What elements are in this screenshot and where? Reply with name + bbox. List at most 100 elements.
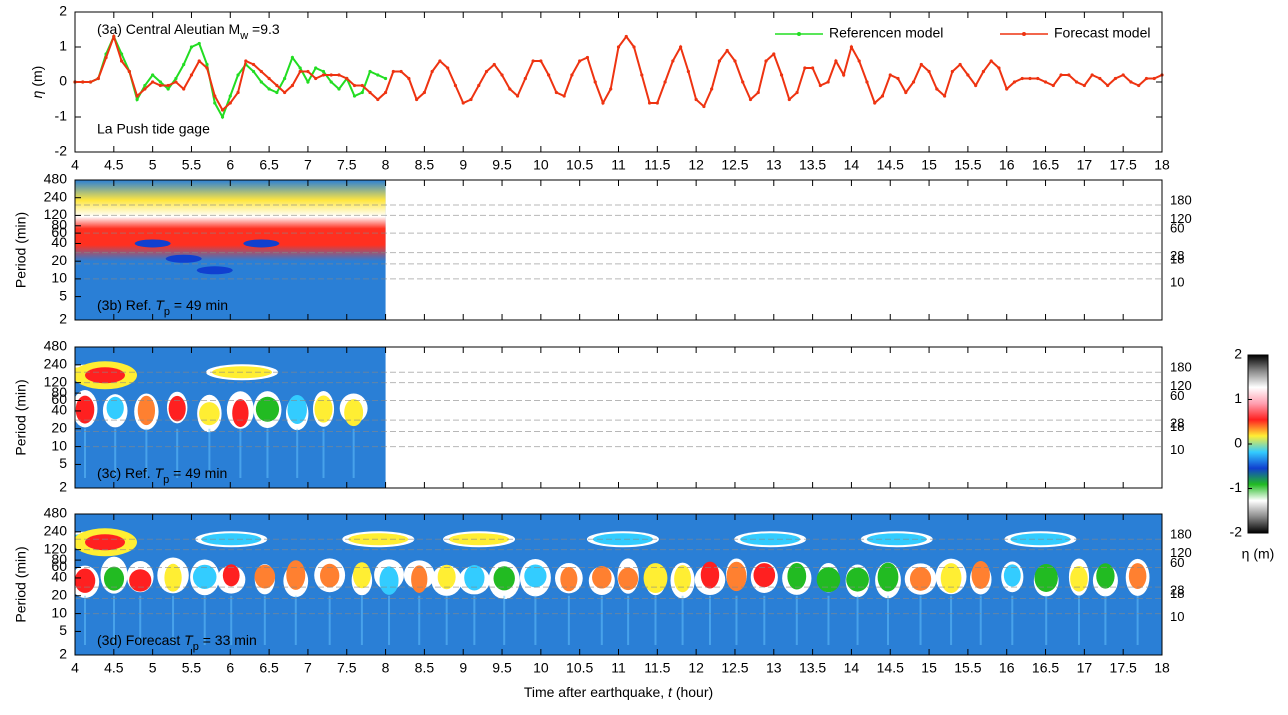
wavelet-blob [164, 563, 182, 592]
wavelet-blob [1096, 563, 1115, 589]
data-point [531, 59, 535, 63]
text-part: p [163, 474, 169, 486]
data-point [469, 97, 473, 102]
y-tick-label: 80 [51, 216, 67, 232]
wavelet-blob [254, 564, 276, 589]
data-point [220, 108, 225, 112]
wavelet-blob [1003, 564, 1021, 587]
wavelet-blob [592, 566, 612, 589]
data-point [570, 73, 574, 77]
wavelet-blob [909, 567, 932, 591]
x-tick-label: 11 [611, 660, 626, 676]
wavelet-blob [222, 564, 240, 587]
x-tick-label: 16 [999, 157, 1015, 173]
y-tick-label: 10 [51, 437, 67, 453]
text-part: = 33 min [199, 632, 257, 648]
y-tick-label: 240 [44, 188, 68, 204]
colorbar-tick-label: -2 [1230, 524, 1243, 540]
y-tick-label: 480 [44, 505, 68, 521]
data-point [733, 59, 737, 63]
data-point [1051, 83, 1055, 88]
text-part: (hour) [672, 684, 713, 700]
wavelet-blob [134, 239, 171, 248]
data-point [197, 41, 201, 46]
data-point [1137, 83, 1141, 88]
text-part: = 49 min [169, 465, 227, 481]
wavelet-blob [106, 396, 124, 420]
x-tick-label: 13.5 [799, 660, 826, 676]
wavelet-blob [196, 266, 233, 275]
data-point [407, 76, 411, 81]
data-point [943, 94, 947, 98]
y-tick-label: 0 [59, 73, 67, 89]
data-point [1036, 76, 1040, 81]
y-tick-label: 240 [44, 523, 68, 539]
x-tick-label: 15 [921, 660, 937, 676]
y-tick-label: 60 [51, 558, 67, 574]
wavelet-blob [816, 567, 841, 593]
data-point [391, 69, 395, 74]
y-tick-label: 20 [51, 419, 67, 435]
x-tick-label: 6 [226, 660, 234, 676]
text-part: η [29, 90, 45, 98]
wavelet-blob [493, 566, 515, 591]
data-point [337, 87, 341, 91]
data-point [119, 52, 124, 56]
data-point [1098, 76, 1102, 81]
data-point [174, 80, 178, 84]
reference-label: 180 [1170, 527, 1192, 542]
data-point [1082, 83, 1086, 88]
data-point [399, 69, 403, 74]
wavelet-blob [700, 561, 720, 589]
x-tick-label: 4 [71, 157, 79, 173]
wavelet-band [75, 180, 386, 262]
x-tick-label: 8 [382, 157, 390, 173]
data-point [329, 73, 333, 77]
data-point [663, 80, 667, 84]
x-tick-label: 17 [1077, 157, 1093, 173]
x-tick-label: 6.5 [259, 660, 279, 676]
x-tick-label: 12 [688, 660, 704, 676]
data-point [1106, 83, 1110, 88]
data-point [919, 62, 923, 67]
reference-label: 18 [1170, 586, 1184, 601]
annotation-parts: (3a) Central Aleutian Mw =9.3 [97, 21, 280, 42]
data-point [803, 66, 807, 70]
wavelet-blob [348, 533, 409, 546]
wavelet-blob [129, 569, 152, 592]
y-tick-label: 80 [51, 384, 67, 400]
data-point [213, 94, 217, 98]
data-point [127, 69, 131, 74]
data-point [1020, 76, 1024, 81]
data-point [135, 94, 139, 98]
wavelet-blob [85, 367, 125, 384]
annotation: La Push tide gage [97, 121, 210, 137]
data-point [158, 83, 163, 88]
data-point [438, 59, 442, 63]
data-point [717, 59, 722, 63]
data-point [220, 115, 225, 119]
data-point [671, 59, 675, 63]
x-tick-label: 16.5 [1032, 157, 1059, 173]
y-tick-label: 20 [51, 252, 67, 268]
reference-label: 18 [1170, 251, 1184, 266]
reference-label: 60 [1170, 221, 1184, 236]
wavelet-blob [449, 533, 510, 546]
data-point [585, 55, 590, 60]
x-tick-label: 6 [226, 157, 234, 173]
x-tick-label: 14 [844, 660, 860, 676]
reference-label: 28 [1170, 583, 1184, 598]
data-point [174, 76, 178, 81]
data-point [298, 69, 302, 74]
text-part: T [155, 297, 165, 313]
data-point [306, 80, 310, 84]
data-point [811, 66, 815, 70]
data-point [88, 80, 93, 84]
wavelet-blob [877, 562, 899, 592]
x-tick-label: 12.5 [721, 157, 748, 173]
x-tick-label: 14.5 [877, 660, 904, 676]
y-axis-label: Period (min) [13, 379, 29, 455]
data-point [492, 62, 496, 67]
reference-label: 120 [1170, 545, 1192, 560]
x-tick-label: 7.5 [337, 157, 357, 173]
